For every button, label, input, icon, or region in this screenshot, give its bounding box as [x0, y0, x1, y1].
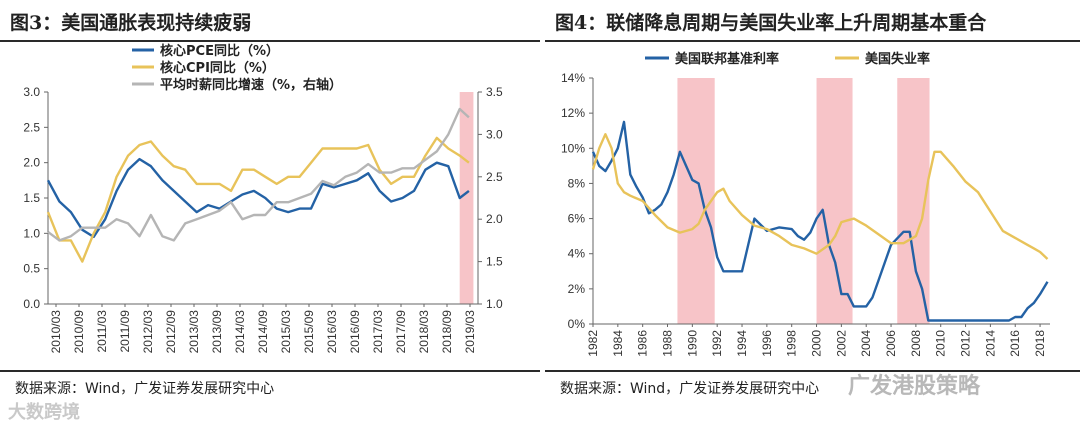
series-line-0: [46, 157, 470, 239]
x-tick-label: 2010/03: [49, 310, 63, 354]
watermark-left: 大数跨境: [8, 402, 80, 423]
legend-label-2: 平均时薪同比增速（%，右轴）: [160, 77, 342, 93]
figure-4-title: 图4：联储降息周期与美国失业率上升周期基本重合: [555, 12, 987, 34]
x-tick-label: 1990: [685, 330, 699, 357]
y-tick-label: 14%: [561, 71, 585, 85]
legend-label-1: 核心CPI同比（%）: [160, 60, 275, 76]
x-tick-label: 2011/03: [95, 310, 109, 353]
watermark-right: 广发港股策略: [848, 374, 981, 399]
left-y-tick-label: 0.5: [23, 262, 40, 276]
x-tick-label: 2010/09: [72, 310, 86, 354]
series-line-1: [591, 132, 1049, 260]
figure-3-title: 图3：美国通胀表现持续疲弱: [10, 12, 252, 34]
x-tick-label: 2014/03: [233, 310, 247, 354]
x-tick-label: 2000: [810, 330, 824, 357]
x-tick-label: 2012: [959, 330, 973, 357]
x-tick-label: 2013/03: [187, 310, 201, 354]
y-tick-label: 10%: [561, 141, 585, 155]
right-y-tick-label: 1.5: [486, 255, 503, 269]
right-y-tick-label: 1.0: [486, 297, 503, 311]
y-tick-label: 6%: [568, 212, 586, 226]
x-tick-label: 2016: [1008, 330, 1022, 357]
legend-label-0: 美国联邦基准利率: [675, 51, 779, 67]
right-y-tick-label: 2.0: [486, 212, 503, 226]
x-tick-label: 1994: [735, 330, 749, 357]
left-y-tick-label: 2.5: [23, 120, 40, 134]
figure-4-panel: 图4：联储降息周期与美国失业率上升周期基本重合 0% 2% 4% 6% 8% 10% 12%…: [545, 0, 1080, 428]
x-tick-label: 2010: [934, 330, 948, 357]
x-tick-label: 2006: [884, 330, 898, 357]
x-tick-label: 2002: [834, 330, 848, 357]
x-tick-label: 2015/09: [302, 310, 316, 354]
right-y-tick-label: 2.5: [486, 170, 503, 184]
legend-label-1: 美国失业率: [865, 51, 930, 67]
y-tick-label: 0%: [568, 317, 586, 331]
x-tick-label: 2013/09: [210, 310, 224, 354]
legend-label-0: 核心PCE同比（%）: [160, 43, 279, 59]
x-tick-label: 1982: [586, 330, 600, 357]
figure-3-source-bar: 数据来源：Wind，广发证券发展研究中心: [0, 370, 540, 404]
right-y-tick-label: 3.5: [486, 85, 503, 99]
left-y-tick-label: 0.0: [23, 297, 40, 311]
left-y-tick-label: 1.0: [23, 226, 40, 240]
series-line-1: [46, 136, 470, 263]
figure-3-panel: 图3：美国通胀表现持续疲弱 0.0 0.5 1.0 1.5 2.0 2.5 3.0 1.0 1.…: [0, 0, 540, 404]
figure-3-title-bar: 图3：美国通胀表现持续疲弱: [0, 0, 540, 42]
x-tick-label: 1986: [636, 330, 650, 357]
y-tick-label: 2%: [568, 282, 586, 296]
inflation-chart: 0.0 0.5 1.0 1.5 2.0 2.5 3.0 1.0 1.5 2.0 2.5 3.0 3.5 2…: [23, 43, 503, 354]
x-tick-label: 2014/09: [256, 310, 270, 354]
left-y-tick-label: 1.5: [23, 191, 40, 205]
x-tick-label: 1998: [785, 330, 799, 357]
x-tick-label: 2019/03: [463, 310, 477, 354]
x-tick-label: 2015/03: [279, 310, 293, 354]
x-tick-label: 2016/03: [325, 310, 339, 354]
x-tick-label: 2018/09: [440, 310, 454, 354]
y-tick-label: 4%: [568, 247, 586, 261]
x-tick-label: 2017/03: [371, 310, 385, 354]
shaded-region-0: [677, 78, 715, 324]
x-tick-label: 2012/09: [164, 310, 178, 354]
series-line-2: [47, 107, 470, 242]
left-y-tick-label: 3.0: [23, 85, 40, 99]
x-tick-label: 1992: [710, 330, 724, 357]
x-tick-label: 2018: [1033, 330, 1047, 357]
shaded-region-1: [816, 78, 853, 324]
x-tick-label: 2011/09: [118, 310, 132, 353]
x-tick-label: 2008: [909, 330, 923, 357]
x-tick-label: 2014: [983, 330, 997, 357]
figure-3-source: 数据来源：Wind，广发证券发展研究中心: [15, 381, 275, 397]
x-tick-label: 1984: [611, 330, 625, 357]
figure-4-source-bar: 数据来源：Wind，广发证券发展研究中心: [545, 370, 1080, 404]
x-tick-label: 1996: [760, 330, 774, 357]
fed-rate-unemployment-chart: 0% 2% 4% 6% 8% 10% 12% 14% 1982 1984 1986 1988 1990 1…: [561, 51, 1050, 357]
shaded-region-0: [459, 92, 474, 304]
x-tick-label: 2017/09: [394, 310, 408, 354]
y-tick-label: 8%: [568, 176, 586, 190]
x-tick-label: 2004: [859, 330, 873, 357]
x-tick-label: 2018/03: [417, 310, 431, 354]
figure-4-source: 数据来源：Wind，广发证券发展研究中心: [560, 381, 820, 397]
figure-4-title-bar: 图4：联储降息周期与美国失业率上升周期基本重合: [545, 0, 1080, 42]
x-tick-label: 2016/09: [348, 310, 362, 354]
right-y-tick-label: 3.0: [486, 127, 503, 141]
x-tick-label: 1988: [661, 330, 675, 357]
x-tick-label: 2012/03: [141, 310, 155, 354]
left-y-tick-label: 2.0: [23, 156, 40, 170]
y-tick-label: 12%: [561, 106, 585, 120]
